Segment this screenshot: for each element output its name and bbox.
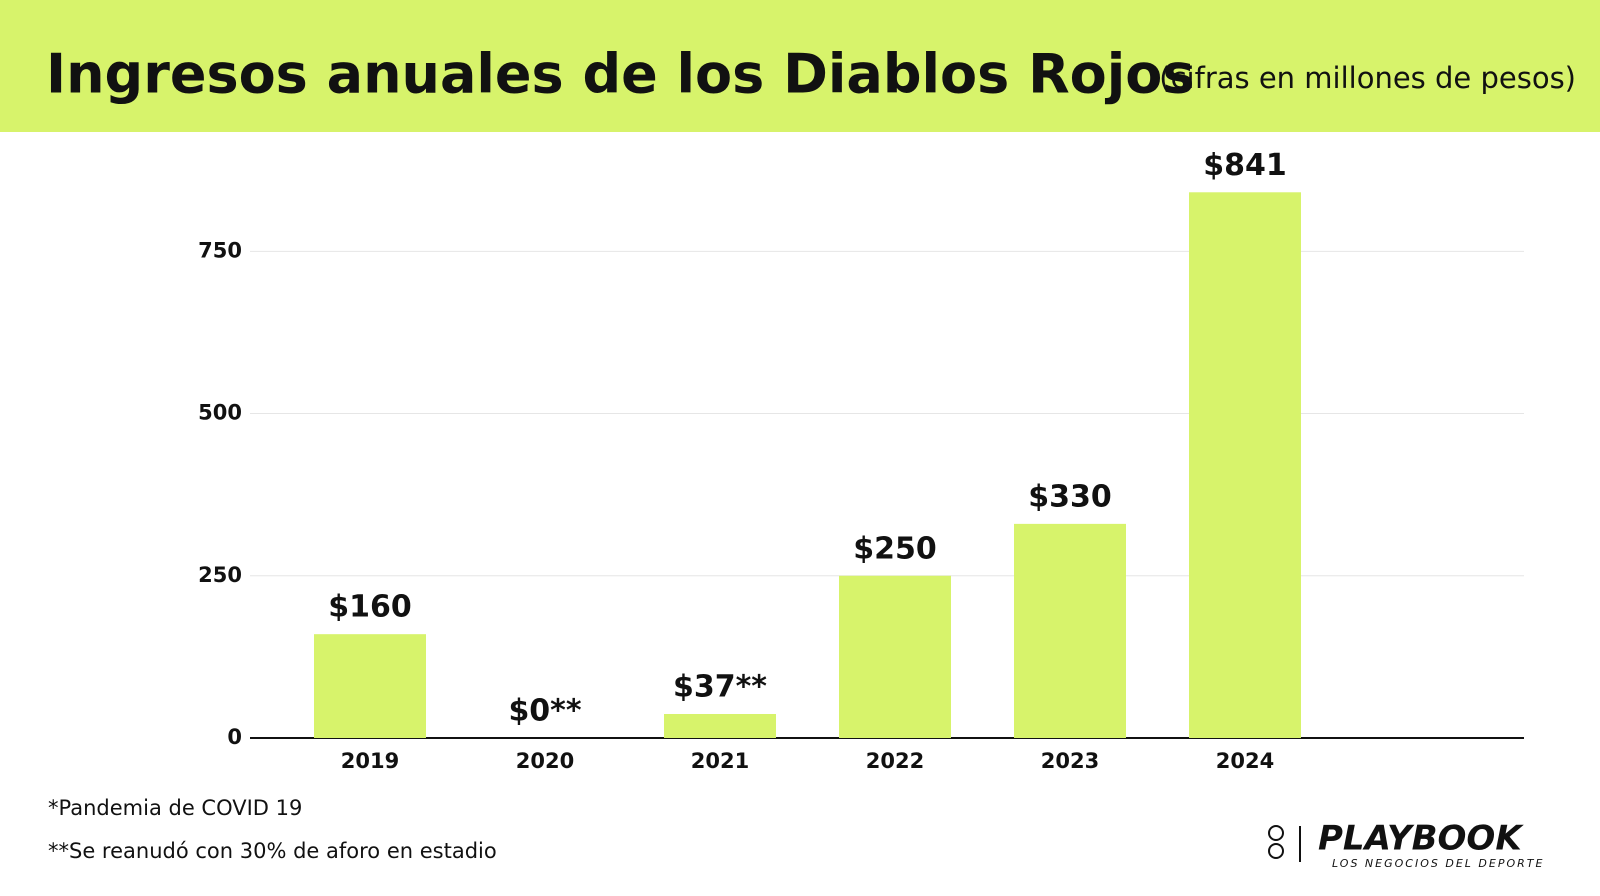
y-tick-label: 500 xyxy=(198,401,242,425)
data-label: $160 xyxy=(328,590,412,625)
logo-icon xyxy=(1268,843,1284,859)
logo-name: PLAYBOOK xyxy=(1318,819,1524,859)
x-tick-label: 2020 xyxy=(516,749,574,773)
header-band xyxy=(0,0,1600,132)
logo-icon xyxy=(1268,825,1284,841)
logo-tagline: LOS NEGOCIOS DEL DEPORTE xyxy=(1332,857,1544,870)
footnote: *Pandemia de COVID 19 xyxy=(48,796,302,820)
bar xyxy=(314,634,426,738)
x-tick-label: 2024 xyxy=(1216,749,1274,773)
logo: PLAYBOOK LOS NEGOCIOS DEL DEPORTE xyxy=(1268,819,1544,870)
x-tick-label: 2022 xyxy=(866,749,924,773)
x-tick-label: 2023 xyxy=(1041,749,1099,773)
footnote: **Se reanudó con 30% de aforo en estadio xyxy=(48,839,497,863)
x-tick-label: 2021 xyxy=(691,749,749,773)
chart-title: Ingresos anuales de los Diablos Rojos xyxy=(46,43,1195,106)
x-tick-label: 2019 xyxy=(341,749,399,773)
data-label: $841 xyxy=(1203,148,1287,183)
bar xyxy=(839,575,951,738)
chart-subtitle: (cifras en millones de pesos) xyxy=(1159,61,1576,95)
bar xyxy=(1189,192,1301,739)
y-tick-label: 0 xyxy=(227,725,242,749)
data-label: $0** xyxy=(508,694,581,729)
data-label: $37** xyxy=(673,669,767,704)
data-label: $330 xyxy=(1028,479,1112,514)
y-tick-label: 750 xyxy=(198,238,242,262)
data-label: $250 xyxy=(853,531,937,566)
bar xyxy=(664,713,776,738)
y-tick-label: 250 xyxy=(198,563,242,587)
bar xyxy=(1014,523,1126,738)
